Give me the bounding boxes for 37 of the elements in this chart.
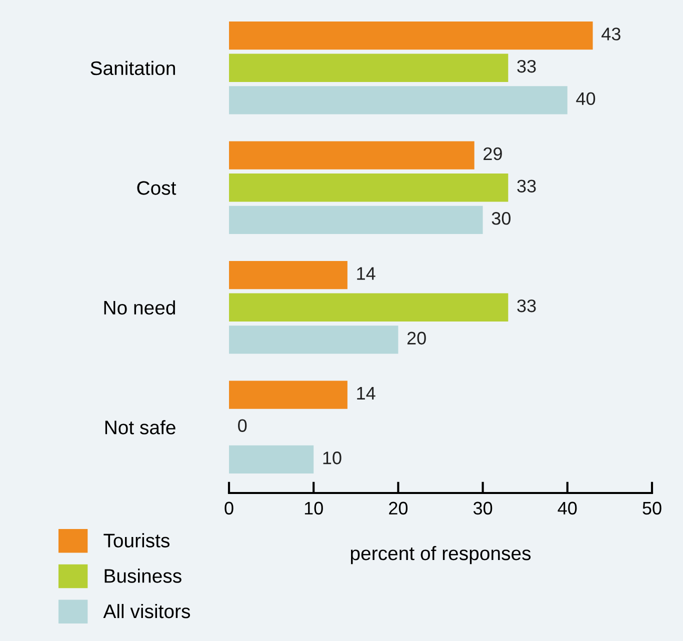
y-tick-label: No need <box>104 300 175 315</box>
data-label: 14 <box>357 387 376 400</box>
x-tick-label: 40 <box>558 502 577 515</box>
x-tick-label: 0 <box>224 502 234 515</box>
y-tick-label: Cost <box>137 181 176 195</box>
bar <box>229 293 508 322</box>
x-tick-label: 50 <box>642 502 662 515</box>
bar <box>229 141 474 170</box>
data-label: 33 <box>517 299 536 312</box>
bar <box>229 86 568 114</box>
data-label: 33 <box>517 60 536 73</box>
data-label: 29 <box>484 147 502 160</box>
data-label: 33 <box>517 180 536 192</box>
bar <box>229 206 483 234</box>
data-label: 43 <box>602 28 620 40</box>
x-tick-label: 20 <box>389 502 408 515</box>
x-tick-label: 10 <box>304 502 323 515</box>
bar <box>229 445 314 474</box>
data-label: 0 <box>238 419 247 432</box>
legend-label: All visitors <box>103 604 190 618</box>
bar <box>229 21 593 50</box>
data-label: 10 <box>323 452 342 464</box>
data-label: 30 <box>492 212 511 225</box>
bar <box>229 174 508 202</box>
bar <box>229 380 348 409</box>
y-tick-label: Not safe <box>105 420 176 434</box>
y-tick-label: Sanitation <box>90 60 175 76</box>
bar <box>229 326 398 354</box>
x-tick-label: 30 <box>473 502 492 515</box>
data-label: 40 <box>576 92 596 106</box>
bar <box>229 54 508 82</box>
data-label: 14 <box>357 267 376 280</box>
x-axis-title: percent of responses <box>350 546 531 564</box>
bar <box>229 260 348 290</box>
legend-label: Tourists <box>104 533 170 548</box>
data-label: 20 <box>407 332 426 345</box>
legend-label: Business <box>104 568 182 583</box>
